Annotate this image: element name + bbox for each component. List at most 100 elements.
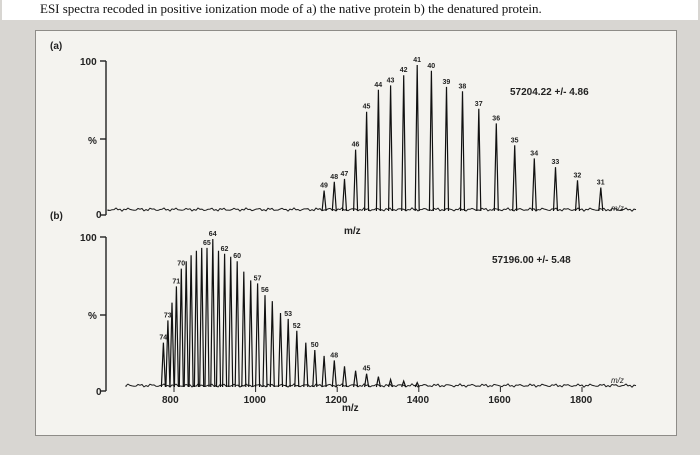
- panel-b-peaks: [160, 238, 420, 388]
- panel-b-mass-result: 57196.00 +/- 5.48: [492, 255, 571, 266]
- panel-b-peak-z47: [341, 366, 348, 388]
- panel-b-peak-z48: [331, 360, 337, 388]
- panel-b-peak-label-z60: 60: [233, 253, 241, 260]
- panel-b-peak-z72: [169, 302, 175, 388]
- panel-b-peak-z64: [210, 238, 216, 388]
- panel-a-peak-z44: [375, 89, 381, 212]
- panel-a-peak-z48: [331, 181, 337, 212]
- panel-a-peak-z35: [512, 145, 518, 212]
- panel-b-peak-z58: [248, 280, 254, 388]
- panel-b-x-tick-label-1800: 1800: [570, 395, 593, 406]
- panel-a-peak-z39: [443, 86, 450, 212]
- panel-b-peak-label-z71: 71: [172, 278, 180, 285]
- panel-b-x-axis-label: m/z: [342, 403, 359, 414]
- panel-a-peak-label-z40: 40: [427, 63, 435, 70]
- panel-a-peak-z31: [598, 187, 604, 212]
- panel-b-peak-z54: [277, 312, 284, 388]
- panel-a-peak-z34: [531, 158, 537, 212]
- panel-a-peak-label-z36: 36: [492, 115, 500, 122]
- panel-a-peak-label-z47: 47: [341, 171, 349, 178]
- panel-b-peak-label-z45: 45: [363, 366, 371, 373]
- panel-b-peak-z67: [193, 250, 199, 388]
- panel-a-peak-z37: [476, 108, 482, 212]
- panel-b-spectrum-trace: [125, 383, 637, 388]
- panel-b-x-tick-label-800: 800: [162, 395, 179, 406]
- panel-b-peak-z62: [222, 253, 228, 388]
- panel-b-peak-z43: [388, 377, 394, 388]
- panel-b-peak-z44: [375, 376, 381, 388]
- panel-b-y-tick-100: 100: [80, 233, 97, 244]
- panel-b-peak-z69: [183, 261, 189, 388]
- panel-a-y-tick-100: 100: [80, 57, 97, 68]
- panel-b-peak-label-z62: 62: [221, 246, 229, 253]
- panel-b-peak-z65: [204, 247, 210, 388]
- panel-a-peak-label-z31: 31: [597, 180, 605, 187]
- panel-a-peak-label-z35: 35: [511, 137, 519, 144]
- panel-a-peak-label-z34: 34: [530, 150, 538, 157]
- panel-a-peak-label-z39: 39: [443, 79, 451, 86]
- panel-b-peak-label-z53: 53: [284, 311, 292, 318]
- panel-b-peak-z49: [321, 355, 327, 388]
- panel-a-peak-z41: [414, 64, 420, 212]
- panel-a-spectrum-trace: [107, 207, 637, 212]
- panel-b-x-axis-ticks: 800 1000 1200 1400 1600 1800: [162, 387, 593, 406]
- panel-b-peak-z73: [165, 320, 171, 388]
- panel-a-peak-z32: [574, 180, 581, 212]
- panel-b-axis-unit: m/z: [611, 376, 624, 385]
- panel-b-peak-z53: [285, 318, 291, 388]
- panel-b-x-tick-label-1200: 1200: [325, 395, 348, 406]
- panel-b-peak-label-z50: 50: [311, 342, 319, 349]
- panel-b-x-tick-label-1000: 1000: [244, 395, 267, 406]
- panel-a-peak-label-z42: 42: [400, 67, 408, 74]
- panel-a-peak-z36: [493, 123, 499, 212]
- panel-a-peak-z33: [552, 167, 559, 212]
- panel-b-peak-label-z57: 57: [254, 275, 262, 282]
- panel-b-label: (b): [50, 211, 63, 222]
- panel-a-peak-z42: [401, 75, 407, 212]
- panel-b-peak-label-z56: 56: [261, 287, 269, 294]
- panel-a-peak-label-z41: 41: [413, 57, 421, 64]
- panel-b-peak-z41: [414, 381, 420, 388]
- panel-b-peak-label-z64: 64: [209, 231, 217, 238]
- panel-b-peak-z52: [294, 330, 300, 388]
- panel-a-peak-z43: [388, 85, 394, 212]
- panel-a-peak-label-z48: 48: [330, 174, 338, 181]
- panel-b-peak-label-z73: 73: [164, 312, 172, 319]
- panel-b-peak-label-z70: 70: [177, 261, 185, 268]
- panel-b-peak-z60: [234, 261, 240, 388]
- panel-b-x-tick-label-1400: 1400: [407, 395, 430, 406]
- panel-b-peak-z51: [303, 342, 309, 388]
- panel-a-peak-label-z49: 49: [320, 183, 328, 190]
- panel-b-x-tick-label-1600: 1600: [488, 395, 511, 406]
- panel-b-peak-z59: [241, 271, 247, 388]
- panel-b-peak-z70: [178, 268, 184, 388]
- panel-a-peak-label-z45: 45: [363, 104, 371, 111]
- panel-a-peak-z45: [364, 111, 370, 212]
- panel-a-peak-label-z46: 46: [352, 142, 360, 149]
- panel-a-peak-z46: [353, 149, 359, 212]
- panel-a-peak-label-z43: 43: [387, 77, 395, 84]
- panel-a-label: (a): [50, 41, 62, 52]
- figure-caption: ESI spectra recoded in positive ionizati…: [2, 0, 698, 20]
- panel-b-peak-z56: [262, 295, 268, 388]
- panel-b-peak-z61: [228, 256, 234, 388]
- panel-a-peak-label-z44: 44: [374, 82, 382, 89]
- panel-b-peak-z63: [215, 250, 222, 388]
- panel-a-peak-z49: [321, 190, 327, 212]
- panel-a-axis-unit: m/z: [611, 204, 624, 213]
- panel-b-peak-z68: [188, 255, 194, 388]
- panel-b-peak-z50: [312, 349, 318, 388]
- panel-a-peaks: [321, 64, 604, 212]
- panel-b-peak-z74: [160, 342, 166, 388]
- panel-a-peak-z40: [428, 70, 434, 212]
- panel-b-y-tick-0: 0: [96, 387, 102, 398]
- panel-a-x-axis-label: m/z: [344, 226, 361, 237]
- panel-b-peak-z66: [199, 247, 205, 388]
- panel-a-peak-z47: [341, 178, 348, 212]
- panel-b-peak-label-z65: 65: [203, 240, 211, 247]
- panel-b-y-tick-percent: %: [88, 311, 97, 322]
- panel-a-peak-label-z38: 38: [459, 83, 467, 90]
